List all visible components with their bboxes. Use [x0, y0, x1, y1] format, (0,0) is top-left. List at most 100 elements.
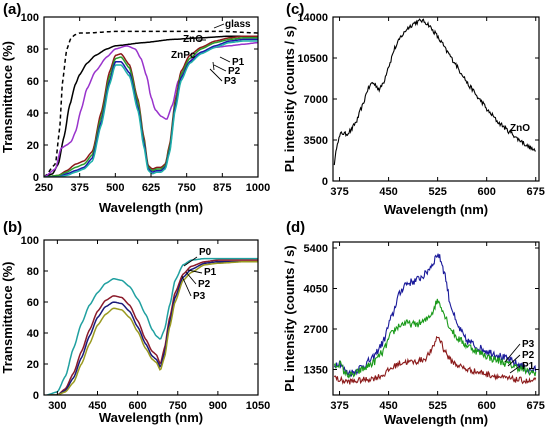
- annotation-leader: [507, 354, 521, 367]
- y-tick-label: 5400: [304, 243, 328, 255]
- x-tick-label: 900: [209, 400, 227, 412]
- series-line-p3: [333, 253, 537, 377]
- y-axis-label: Transmittance (%): [0, 41, 15, 153]
- series-line-p3: [49, 260, 258, 395]
- x-tick-label: 750: [169, 400, 187, 412]
- y-tick-label: 1350: [304, 365, 328, 377]
- annotation-leader: [185, 271, 197, 285]
- y-tick-label: 7000: [304, 94, 328, 106]
- series-line-zno: [333, 18, 536, 166]
- annotation-p3: P3: [193, 291, 206, 302]
- x-tick-label: 600: [128, 400, 146, 412]
- y-axis-label: PL intensity (counts / s): [282, 245, 297, 391]
- panel-c: 375 450 525 600 675 0 3500 7000 10500 14000 Wavele…: [282, 1, 545, 217]
- x-tick-label: 525: [428, 186, 446, 198]
- y-tick-label: 100: [21, 12, 39, 24]
- annotation-p1: P1: [232, 57, 245, 68]
- x-tick-label: 1050: [246, 400, 270, 412]
- series-line-p1: [44, 35, 258, 177]
- x-tick-label: 625: [142, 182, 160, 194]
- annotation-leader: [212, 61, 215, 71]
- annotation-leader: [509, 365, 521, 374]
- panel-label: (c): [286, 1, 304, 18]
- annotation-p1: P1: [522, 361, 535, 372]
- x-tick-label: 450: [379, 186, 397, 198]
- series-line-p2: [49, 260, 258, 395]
- x-tick-label: 525: [428, 400, 446, 412]
- panel-b: 300 450 600 750 900 1050 0 20 40 60 80 100 Wavelengt…: [0, 219, 270, 425]
- x-axis-label: Wavelength (nm): [99, 410, 203, 425]
- annotation-znpc: ZnPc: [171, 50, 196, 61]
- y-tick-label: 14000: [297, 12, 328, 24]
- series-line-zno: [44, 35, 258, 177]
- y-tick-label: 0: [322, 176, 328, 188]
- x-tick-label: 450: [88, 400, 106, 412]
- y-tick-label: 20: [27, 140, 39, 152]
- x-tick-label: 450: [379, 400, 397, 412]
- x-tick-label: 750: [177, 182, 195, 194]
- x-tick-label: 375: [330, 400, 348, 412]
- x-tick-label: 250: [35, 182, 53, 194]
- x-tick-label: 1000: [246, 182, 270, 194]
- x-tick-label: 675: [527, 186, 545, 198]
- panel-label: (d): [286, 219, 305, 236]
- y-tick-label: 40: [27, 108, 39, 120]
- y-tick-label: 20: [27, 359, 39, 371]
- y-tick-label: 80: [27, 44, 39, 56]
- y-axis-label: PL intensity (counts / s): [282, 26, 297, 172]
- x-tick-label: 300: [48, 400, 66, 412]
- x-tick-label: 375: [70, 182, 88, 194]
- annotation-p1: P1: [204, 267, 217, 278]
- annotation-glass: glass: [225, 19, 251, 30]
- annotation-leader: [504, 343, 521, 363]
- panel-label: (a): [3, 1, 21, 18]
- x-tick-label: 875: [213, 182, 231, 194]
- plot-frame: [43, 239, 259, 396]
- x-axis-label: Wavelength (nm): [384, 412, 488, 427]
- x-tick-label: 675: [527, 400, 545, 412]
- annotation-p3: P3: [522, 339, 535, 350]
- annotation-leader: [209, 68, 223, 82]
- panel-d: 375 450 525 600 675 1350 2700 4050 5400 Wavelengt…: [282, 219, 545, 427]
- annotation-zno: ZnO: [183, 34, 203, 45]
- x-tick-label: 600: [478, 400, 496, 412]
- series-line-p2: [333, 298, 537, 379]
- plot-frame: [332, 241, 540, 396]
- annotation-p2: P2: [522, 350, 535, 361]
- series-line-p1: [49, 259, 258, 395]
- y-tick-label: 10500: [297, 53, 328, 65]
- annotation-p0: P0: [199, 247, 212, 258]
- series-line-glass: [44, 30, 258, 177]
- annotation-leader: [219, 56, 231, 63]
- x-axis-label: Wavelength (nm): [99, 200, 203, 215]
- y-tick-label: 3500: [304, 135, 328, 147]
- y-tick-label: 0: [33, 172, 39, 184]
- x-axis-label: Wavelength (nm): [384, 202, 488, 217]
- y-tick-label: 4050: [304, 284, 328, 296]
- series-line-p2: [44, 37, 258, 177]
- panel-label: (b): [3, 219, 22, 236]
- annotation-leader: [183, 256, 198, 267]
- x-tick-label: 600: [478, 186, 496, 198]
- annotation-leader: [213, 23, 225, 29]
- y-tick-label: 2700: [304, 324, 328, 336]
- y-tick-label: 60: [27, 76, 39, 88]
- panel-a: 250 375 500 625 750 875 1000 0 20 40 60 80 100 Wavele…: [0, 1, 270, 215]
- series-line-p1: [333, 335, 537, 385]
- series-line-cyan: [44, 40, 258, 177]
- annotation-p2: P2: [198, 279, 211, 290]
- series-line-znpc: [44, 41, 258, 177]
- y-tick-label: 0: [33, 390, 39, 402]
- annotation-leader: [213, 64, 227, 72]
- y-tick-label: 100: [21, 235, 39, 247]
- y-tick-label: 40: [27, 328, 39, 340]
- x-tick-label: 500: [106, 182, 124, 194]
- y-axis-label: Transmittance (%): [0, 262, 15, 374]
- annotation-zno: ZnO: [510, 123, 530, 134]
- annotation-leader: [187, 269, 203, 274]
- series-line-p3: [44, 38, 258, 177]
- annotation-p2: P2: [228, 66, 241, 77]
- x-tick-label: 375: [330, 186, 348, 198]
- series-line-p0: [46, 257, 258, 395]
